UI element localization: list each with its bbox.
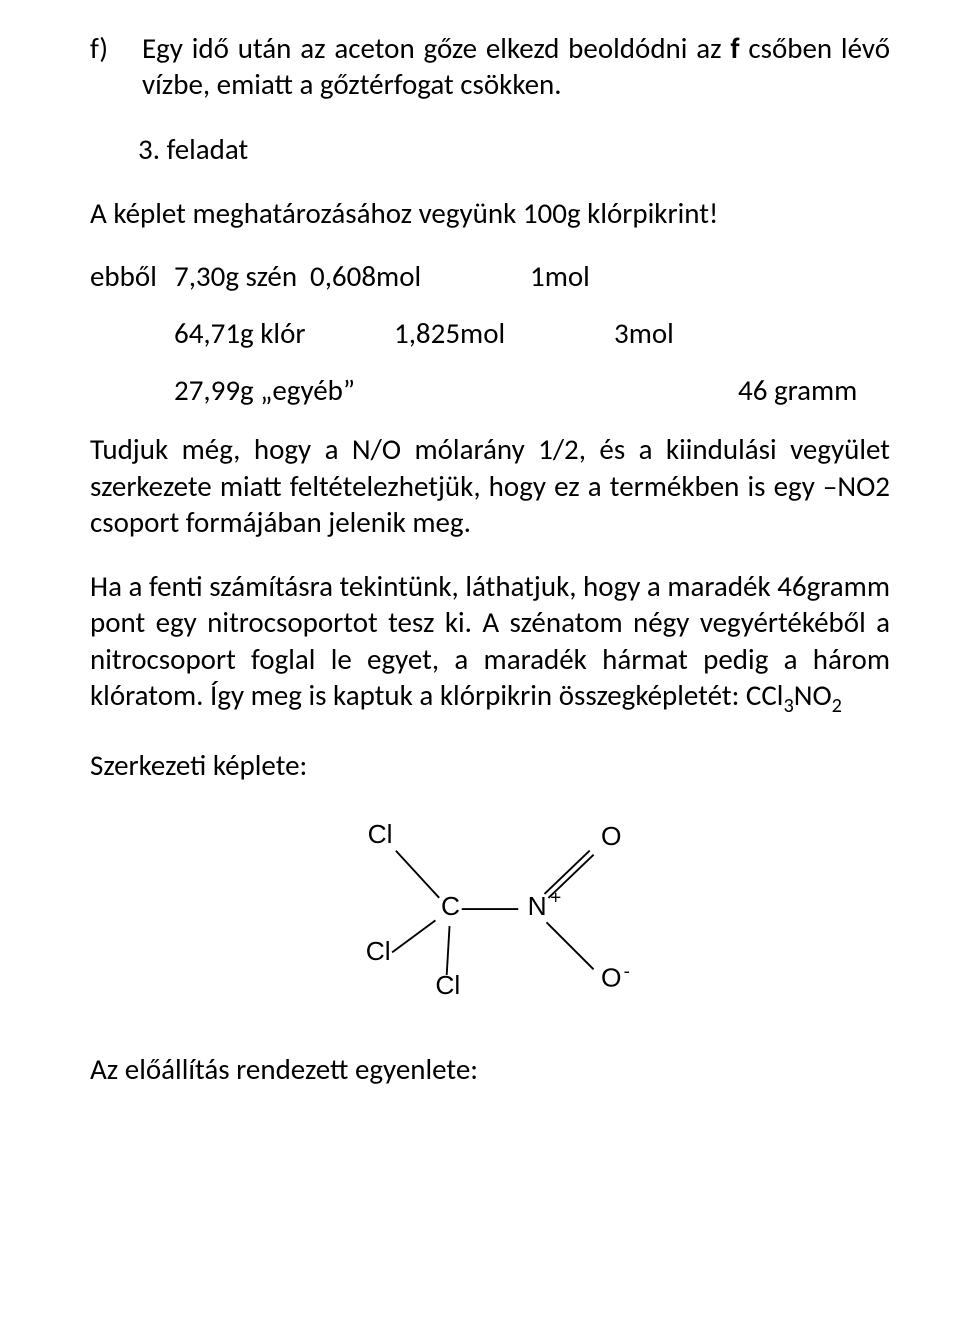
paragraph-intro: A képlet meghatározásához vegyünk 100g k… bbox=[90, 195, 890, 231]
cell: 1mol bbox=[530, 259, 700, 294]
svg-text:+: + bbox=[550, 887, 561, 908]
paragraph-f: f) Egy idő után az aceton gőze elkezd be… bbox=[90, 30, 890, 103]
cell: ebből7,30g szén bbox=[90, 259, 310, 294]
molecule-svg: ClClClCN+OO- bbox=[330, 811, 650, 1011]
paragraph-tudjuk: Tudjuk még, hogy a N/O mólarány 1/2, és … bbox=[90, 431, 890, 540]
paragraph-ha: Ha a fenti számításra tekintünk, láthatj… bbox=[90, 568, 890, 719]
svg-text:Cl: Cl bbox=[435, 970, 460, 1000]
table-row: 64,71g klór 1,825mol 3mol bbox=[144, 316, 890, 351]
paragraph-eloallitas: Az előállítás rendezett egyenlete: bbox=[90, 1051, 890, 1087]
molecule-diagram: ClClClCN+OO- bbox=[90, 811, 890, 1011]
cell: 46 gramm bbox=[738, 373, 857, 408]
svg-text:O: O bbox=[601, 821, 622, 851]
cell: 27,99g „egyéb” bbox=[174, 373, 424, 408]
paragraph-f-text: Egy idő után az aceton gőze elkezd beold… bbox=[142, 30, 890, 103]
cell: 1,825mol bbox=[394, 316, 614, 351]
cell: 0,608mol bbox=[310, 259, 530, 294]
list-marker-f: f) bbox=[90, 30, 124, 103]
svg-text:Cl: Cl bbox=[366, 936, 391, 966]
cell: 64,71g klór bbox=[174, 316, 394, 351]
composition-table: ebből7,30g szén 0,608mol 1mol 64,71g kló… bbox=[90, 259, 890, 407]
svg-text:Cl: Cl bbox=[368, 820, 393, 850]
svg-text:O: O bbox=[601, 963, 622, 993]
svg-text:-: - bbox=[624, 960, 630, 981]
cell: 3mol bbox=[614, 316, 784, 351]
table-row: ebből7,30g szén 0,608mol 1mol bbox=[90, 259, 890, 294]
svg-text:C: C bbox=[441, 891, 460, 921]
table-row: 27,99g „egyéb” 46 gramm bbox=[144, 373, 890, 408]
heading-feladat-3: 3. feladat bbox=[90, 131, 890, 167]
paragraph-szerkezeti: Szerkezeti képlete: bbox=[90, 747, 890, 783]
svg-text:N: N bbox=[528, 891, 547, 921]
